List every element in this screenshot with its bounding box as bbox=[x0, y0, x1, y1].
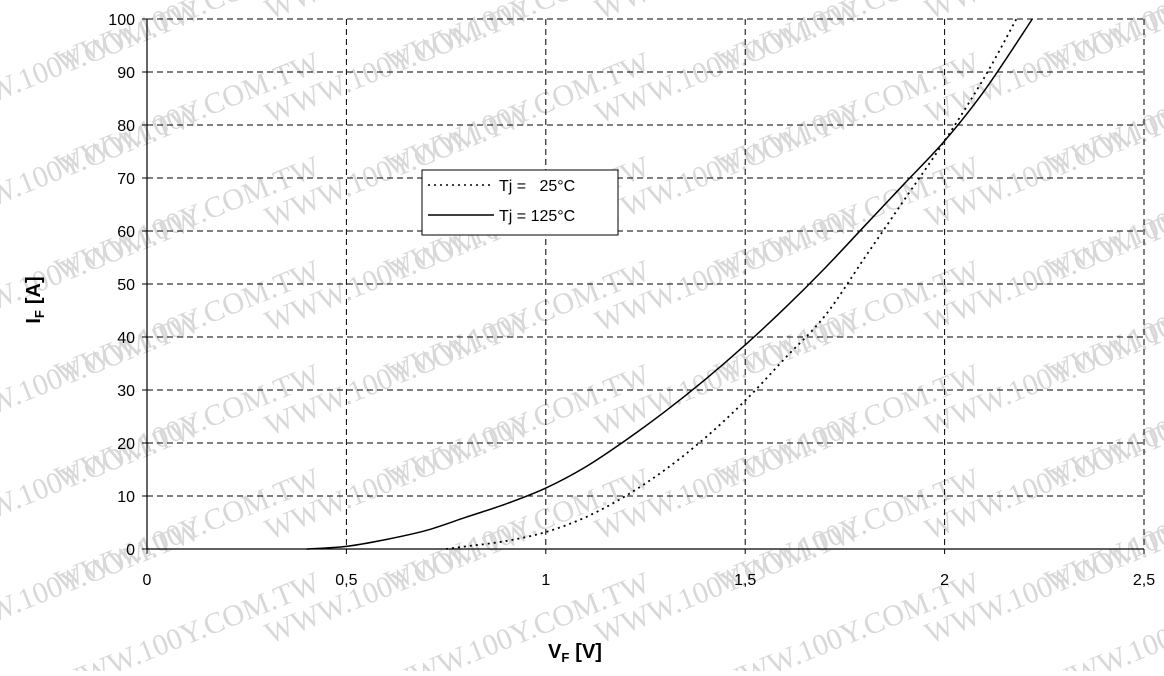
y-tick-label: 50 bbox=[117, 277, 135, 294]
y-tick-label: 10 bbox=[117, 489, 135, 506]
legend-label-125c: Tj = 125°C bbox=[499, 208, 575, 225]
y-axis-title: IF [A] bbox=[23, 276, 47, 323]
y-tick-label: 100 bbox=[108, 12, 135, 29]
grid bbox=[147, 18, 1145, 549]
legend-label-25c: Tj = 25°C bbox=[499, 178, 575, 195]
x-axis-title-main: V bbox=[548, 641, 562, 663]
legend-box bbox=[421, 169, 619, 236]
x-tick-label: 2 bbox=[940, 572, 949, 589]
y-tick-label: 40 bbox=[117, 330, 135, 347]
y-tick-label: 70 bbox=[117, 171, 135, 188]
x-tick-label: 1 bbox=[541, 572, 550, 589]
y-axis-title-sub: F bbox=[32, 310, 47, 318]
y-axis-title-main: I bbox=[23, 318, 45, 324]
y-tick-label: 60 bbox=[117, 224, 135, 241]
svg-text:VF[V]: VF [V] bbox=[548, 641, 602, 665]
legend: Tj = 25°C Tj = 125°C bbox=[421, 169, 619, 236]
y-tick-label: 30 bbox=[117, 383, 135, 400]
series-lines bbox=[306, 18, 1033, 550]
y-axis-title-unit: [A] bbox=[23, 276, 45, 304]
y-tick-label: 80 bbox=[117, 118, 135, 135]
y-tick-label: 90 bbox=[117, 65, 135, 82]
x-tick-label: 2,5 bbox=[1133, 572, 1155, 589]
x-tick-label: 0 bbox=[143, 572, 152, 589]
y-tick-label: 20 bbox=[117, 436, 135, 453]
y-tick-label: 0 bbox=[126, 542, 135, 559]
x-tick-label: 0,5 bbox=[335, 572, 357, 589]
series-line-25c bbox=[445, 18, 1018, 550]
svg-text:IF[A]: IF [A] bbox=[23, 276, 47, 323]
x-axis-title-unit: [V] bbox=[575, 641, 602, 663]
x-axis-title: VF [V] bbox=[548, 641, 602, 665]
x-tick-label: 1,5 bbox=[734, 572, 756, 589]
tick-labels: 0 10 20 30 40 50 60 70 80 90 100 0 0,5 1 1,5 2 2,5 bbox=[108, 12, 1155, 589]
series-line-125c bbox=[306, 18, 1033, 550]
x-axis-title-sub: F bbox=[561, 650, 569, 665]
